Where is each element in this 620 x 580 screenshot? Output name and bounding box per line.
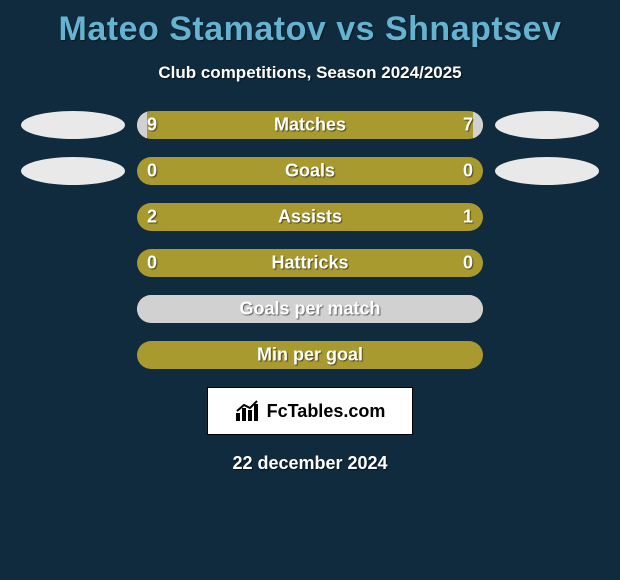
comparison-infographic: Mateo Stamatov vs Shnaptsev Club competi… <box>0 0 620 580</box>
team-logo-left <box>21 111 125 139</box>
team-logo-left <box>21 157 125 185</box>
stat-row: Min per goal <box>10 341 610 369</box>
stat-bar: Goals per match <box>137 295 483 323</box>
stat-label: Goals <box>137 161 483 182</box>
page-title: Mateo Stamatov vs Shnaptsev <box>0 0 620 49</box>
team-logo-right <box>495 157 599 185</box>
stat-bar: 00Hattricks <box>137 249 483 277</box>
stat-row: Goals per match <box>10 295 610 323</box>
subtitle: Club competitions, Season 2024/2025 <box>0 63 620 83</box>
stat-bar: 97Matches <box>137 111 483 139</box>
stat-bar: 21Assists <box>137 203 483 231</box>
footer-date: 22 december 2024 <box>0 453 620 474</box>
stat-row: 21Assists <box>10 203 610 231</box>
team-logo-right <box>495 111 599 139</box>
stat-label: Matches <box>137 115 483 136</box>
stat-bar: 00Goals <box>137 157 483 185</box>
stat-row: 00Hattricks <box>10 249 610 277</box>
stat-label: Assists <box>137 207 483 228</box>
stat-row: 97Matches <box>10 111 610 139</box>
comparison-chart: 97Matches 00Goals 21Assists 00Hattricks Goal… <box>0 111 620 369</box>
brand-badge[interactable]: FcTables.com <box>207 387 413 435</box>
brand-logo-icon <box>235 400 261 422</box>
stat-label: Min per goal <box>137 345 483 366</box>
stat-label: Goals per match <box>137 299 483 320</box>
stat-row: 00Goals <box>10 157 610 185</box>
stat-label: Hattricks <box>137 253 483 274</box>
brand-text: FcTables.com <box>267 401 386 422</box>
stat-bar: Min per goal <box>137 341 483 369</box>
